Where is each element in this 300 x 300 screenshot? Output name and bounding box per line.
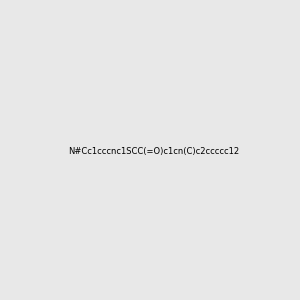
Text: N#Cc1cccnc1SCC(=O)c1cn(C)c2ccccc12: N#Cc1cccnc1SCC(=O)c1cn(C)c2ccccc12 (68, 147, 239, 156)
